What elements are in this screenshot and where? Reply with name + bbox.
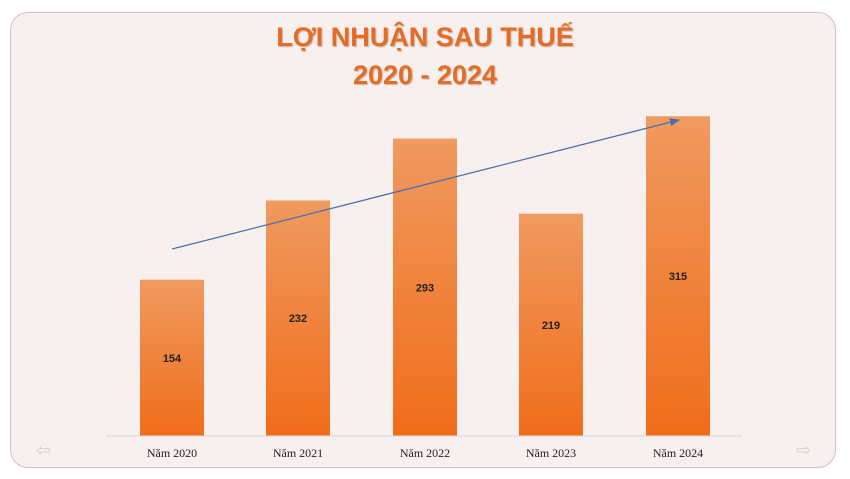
left-arrow-icon[interactable]: ⇦: [36, 440, 52, 460]
x-tick-label-1: Năm 2021: [273, 446, 323, 460]
data-label-1: 232: [289, 313, 307, 325]
data-label-2: 293: [416, 282, 434, 294]
x-tick-label-4: Năm 2024: [653, 446, 703, 460]
x-tick-label-3: Năm 2023: [526, 446, 576, 460]
right-arrow-icon[interactable]: ⇨: [796, 440, 812, 460]
x-tick-label-0: Năm 2020: [147, 446, 197, 460]
chart-subtitle: 2020 - 2024: [352, 60, 498, 90]
x-tick-label-2: Năm 2022: [400, 446, 450, 460]
data-label-3: 219: [542, 320, 560, 332]
bar-2: [393, 138, 457, 436]
trend-arrow: [171, 118, 680, 250]
chart-title: LỢI NHUẬN SAU THUẾ: [276, 22, 574, 52]
data-label-0: 154: [163, 353, 182, 365]
bar-1: [266, 200, 330, 436]
bar-4: [646, 116, 710, 437]
bar-3: [519, 213, 583, 436]
bar-0: [140, 279, 204, 436]
data-label-4: 315: [669, 271, 687, 283]
